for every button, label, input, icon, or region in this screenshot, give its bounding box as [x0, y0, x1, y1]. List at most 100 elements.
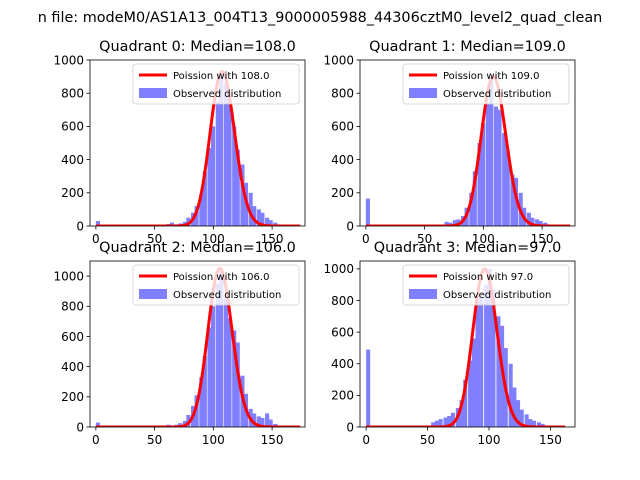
histogram-bar: [207, 147, 212, 226]
legend-label: Poission with 106.0: [173, 272, 269, 283]
histogram-bar: [202, 356, 207, 427]
histogram-bar: [472, 171, 477, 226]
histogram-bar: [438, 419, 443, 427]
histogram-bar: [491, 289, 496, 427]
histogram-bar: [540, 423, 545, 427]
plot-area: [365, 267, 566, 427]
histogram-bar: [194, 395, 199, 427]
y-tick-label: 800: [61, 87, 84, 101]
y-tick-label: 600: [331, 325, 354, 339]
histogram-bar: [496, 316, 501, 427]
histogram-bar: [528, 419, 533, 427]
x-tick-label: 150: [531, 232, 554, 246]
histogram-bar: [505, 151, 510, 226]
histogram-bar: [538, 221, 543, 226]
chart-panel: Quadrant 0: Median=108.0 0 50 100 150 0 200 400…: [53, 39, 306, 246]
axes-frame: [359, 59, 576, 227]
histogram-bar: [169, 222, 175, 226]
histogram-bar: [95, 422, 100, 427]
histogram-bar: [186, 217, 191, 226]
histogram-bar: [215, 101, 220, 226]
histogram-bar: [235, 149, 240, 226]
y-tick-label: 600: [331, 120, 354, 134]
histogram-bar: [215, 283, 220, 427]
panels: Quadrant 0: Median=108.0 0 50 100 150 0 200 400…: [53, 39, 576, 447]
legend-label: Poission with 97.0: [443, 272, 533, 283]
histogram-bar: [447, 415, 452, 427]
x-tick-label: 50: [417, 232, 432, 246]
x-tick-label: 0: [362, 232, 370, 246]
panel-title: Quadrant 2: Median=106.0: [99, 240, 296, 256]
histogram-bar: [477, 143, 482, 226]
histogram-bar: [448, 222, 453, 226]
legend-bar-swatch: [139, 88, 167, 98]
histogram-bar: [452, 220, 457, 226]
histogram-bar: [219, 268, 224, 427]
histogram-bar: [199, 194, 204, 226]
x-tick-label: 100: [472, 232, 495, 246]
histogram-bar: [471, 338, 476, 427]
x-tick-label: 150: [261, 232, 284, 246]
figure-title: n file: modeM0/AS1A13_004T13_9000005988_…: [38, 10, 603, 26]
x-tick-label: 0: [362, 433, 370, 447]
histogram-bar: [468, 360, 473, 427]
legend-box: [132, 264, 300, 306]
axes-frame: [89, 260, 306, 428]
legend-label: Poission with 108.0: [173, 71, 269, 82]
legend-label: Poission with 109.0: [443, 71, 539, 82]
x-tick-label: 150: [539, 433, 562, 447]
histogram-bar: [268, 419, 273, 427]
panel-title: Quadrant 3: Median=97.0: [374, 240, 562, 256]
legend: Poission with 106.0 Observed distribution: [132, 264, 300, 306]
histogram-bar: [268, 220, 273, 226]
plot-area: [365, 75, 571, 226]
axes-frame: [89, 59, 306, 227]
histogram-bar: [223, 297, 229, 427]
x-tick-label: 50: [147, 433, 162, 447]
plot-area: [95, 70, 301, 226]
x-tick-label: 150: [261, 433, 284, 447]
legend: Poission with 108.0 Observed distribution: [132, 63, 300, 105]
poisson-curve: [365, 75, 571, 226]
histogram-bar: [431, 422, 436, 427]
histogram-bar: [265, 217, 270, 226]
histogram-bar: [536, 422, 541, 427]
y-tick-label: 0: [76, 219, 84, 233]
histogram-bar: [535, 219, 540, 226]
x-tick-label: 0: [92, 232, 100, 246]
histogram-bar: [227, 318, 232, 427]
panel-title: Quadrant 0: Median=108.0: [99, 39, 296, 55]
y-tick-label: 800: [331, 87, 354, 101]
histogram-bar: [508, 363, 513, 427]
legend-label: Observed distribution: [443, 89, 551, 100]
legend-box: [402, 63, 570, 105]
y-tick-label: 400: [61, 153, 84, 167]
histogram-bar: [459, 400, 464, 427]
y-tick-label: 1000: [323, 262, 354, 276]
histogram-bar: [207, 327, 212, 427]
histogram-bar: [519, 409, 524, 427]
y-tick-label: 600: [61, 120, 84, 134]
x-tick-label: 100: [478, 433, 501, 447]
y-tick-label: 200: [331, 186, 354, 200]
histogram-bar: [248, 192, 253, 226]
histogram-bar: [524, 414, 529, 427]
x-tick-label: 100: [202, 232, 225, 246]
histogram-bar: [365, 198, 370, 226]
histogram-bar: [479, 297, 484, 427]
histogram-bar: [485, 103, 490, 226]
histogram-bar: [260, 212, 265, 226]
y-tick-label: 1000: [53, 53, 84, 67]
histogram-bar: [232, 126, 237, 226]
x-tick-label: 0: [92, 433, 100, 447]
histogram-bar: [487, 268, 492, 427]
histogram-bar: [265, 413, 270, 427]
histogram-bar: [526, 212, 531, 226]
legend-bar-swatch: [409, 289, 437, 299]
histogram-bar: [240, 164, 245, 226]
y-tick-label: 400: [331, 153, 354, 167]
histogram-bar: [252, 413, 257, 427]
y-tick-label: 200: [61, 186, 84, 200]
histogram-bar: [493, 106, 499, 226]
